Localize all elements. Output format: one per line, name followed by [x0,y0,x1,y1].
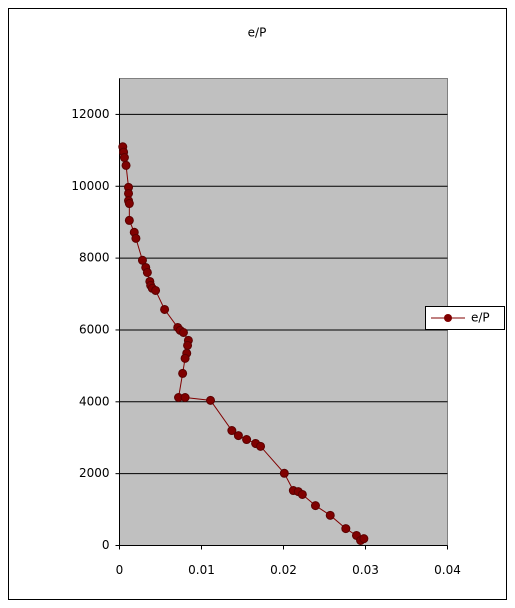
y-tick-label: 2000 [79,466,110,480]
plot-area [119,78,448,546]
data-point [233,431,243,441]
y-tick-label: 12000 [71,107,109,121]
data-point [206,395,216,405]
data-point [121,160,131,170]
data-point [297,489,307,499]
data-point [310,501,320,511]
data-point [279,468,289,478]
y-tick-label: 6000 [79,322,110,336]
data-point [124,215,134,225]
x-tick-label: 0.02 [270,563,297,577]
data-point [151,285,161,295]
data-point [142,267,152,277]
data-point [227,426,237,436]
y-tick-label: 10000 [71,179,109,193]
data-point [178,368,188,378]
y-tick-label: 0 [102,538,110,552]
x-tick-label: 0 [116,563,124,577]
data-point [256,441,266,451]
data-point [180,353,190,363]
data-point [183,340,193,350]
data-point [178,327,188,337]
data-point [359,534,369,544]
data-point [131,233,141,243]
data-point [242,435,252,445]
data-point [119,153,129,163]
x-tick-label: 0.03 [352,563,379,577]
data-point [124,199,134,209]
data-point [160,304,170,314]
y-tick-label: 4000 [79,394,110,408]
data-point [180,392,190,402]
legend-marker [444,314,452,322]
x-tick-label: 0.04 [434,563,461,577]
y-tick-label: 8000 [79,251,110,265]
data-point [341,524,351,534]
x-tick-label: 0.01 [188,563,215,577]
chart-title: e/P [248,26,267,40]
data-point [325,510,335,520]
data-point [137,255,147,265]
legend-label: e/P [471,311,490,325]
